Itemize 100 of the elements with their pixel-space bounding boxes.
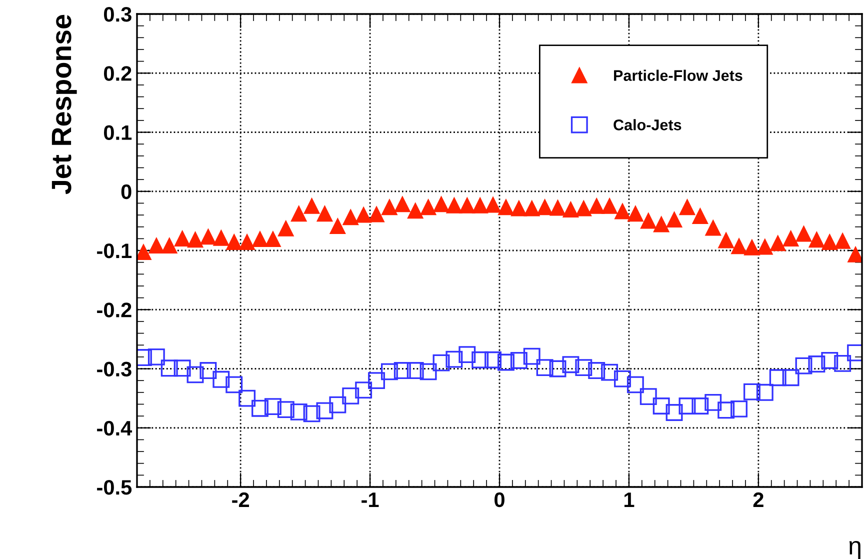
point [458,346,476,364]
point [743,383,760,400]
point [446,198,462,214]
y-tick-label: -0.1 [97,244,132,258]
point [433,196,450,212]
point [329,396,346,414]
point [511,200,527,216]
point [614,370,631,388]
point [834,233,850,249]
point [355,382,372,399]
y-tick-label: -0.4 [97,420,132,436]
point [420,363,437,380]
point [523,348,540,365]
point [186,366,204,384]
point [821,352,838,369]
point [536,359,554,376]
point [730,400,748,418]
point [226,234,242,250]
point [679,200,696,216]
point [304,198,320,214]
point [834,354,852,372]
point [278,220,294,236]
point [252,231,268,248]
point [239,234,255,250]
point [756,384,774,401]
point [459,198,475,214]
point [576,200,592,216]
point [498,354,514,371]
point [666,404,683,421]
point [316,206,333,222]
point [692,398,709,414]
point [368,206,384,222]
point [524,200,540,216]
point [731,238,747,254]
point [626,376,644,394]
legend-label: Calo-Jets [614,119,682,130]
point [213,230,229,246]
point [628,206,644,222]
point [537,200,553,216]
point [368,372,385,390]
point [174,230,190,246]
y-tick-label: 0.2 [104,66,132,81]
point [264,398,282,416]
point [550,200,566,216]
point [705,220,721,236]
point [356,207,372,223]
point [822,234,838,250]
point [432,354,450,372]
point [718,232,734,248]
point [848,246,862,262]
point [678,398,696,414]
point [510,352,528,369]
point [498,200,514,216]
point [160,360,178,377]
x-tick-label: -2 [232,492,249,507]
point [796,226,812,242]
point [744,240,760,256]
point [382,200,398,216]
point [265,231,281,248]
point [226,376,243,394]
point [718,402,735,419]
point [406,362,424,379]
point [704,394,722,411]
point [408,203,424,219]
point [614,204,630,220]
point [484,351,502,368]
y-tick-label: 0.1 [104,125,132,140]
point [394,362,411,379]
legend-label: Particle-Flow Jets [614,70,742,81]
point [472,351,489,368]
point [757,239,773,255]
point [291,206,307,222]
point [380,363,398,380]
point [420,200,436,216]
point [808,356,826,372]
point [330,218,346,234]
point [212,370,230,388]
point [277,401,294,418]
y-tick-label: 0 [121,184,132,200]
x-tick-label: 0 [494,492,504,508]
point [394,196,410,212]
x-tick-label: 1 [624,492,634,507]
point [692,208,708,224]
point [342,210,358,226]
point [654,216,670,232]
x-tick-label: 2 [753,492,764,507]
y-tick-label: -0.2 [97,302,132,318]
point [575,359,592,376]
point [782,369,800,386]
point [238,390,256,407]
point [640,213,656,229]
x-tick-label: -1 [362,492,379,507]
y-tick-label: 0.3 [104,7,132,22]
point [446,350,463,368]
point [342,387,360,404]
point [303,405,320,422]
point [769,369,786,386]
y-tick-label: -0.5 [97,480,132,495]
point [485,197,501,213]
point [795,357,812,374]
